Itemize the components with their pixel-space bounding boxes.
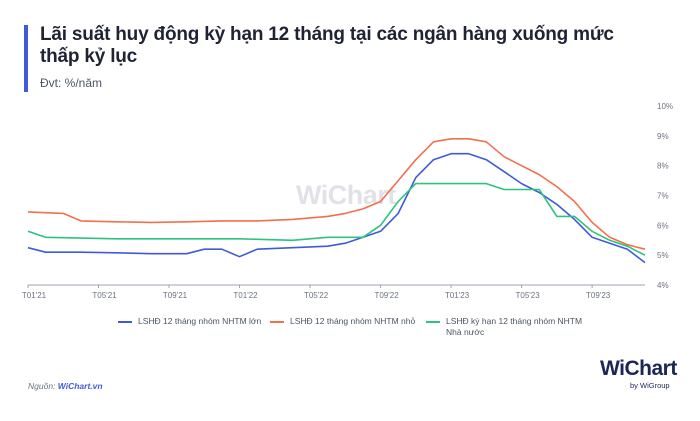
legend-swatch-state-banks bbox=[426, 321, 440, 323]
x-tick-label: T05'21 bbox=[92, 291, 117, 300]
x-tick-label: T05'23 bbox=[515, 291, 540, 300]
x-tick-label: T09'23 bbox=[586, 291, 611, 300]
y-tick-label: 5% bbox=[657, 251, 669, 260]
chart-title: Lãi suất huy động kỳ hạn 12 tháng tại cá… bbox=[40, 24, 614, 67]
legend-label-state-banks: LSHĐ kỳ hạn 12 tháng nhóm NHTM Nhà nước bbox=[446, 316, 583, 337]
x-tick-label: T01'22 bbox=[233, 291, 258, 300]
y-tick-label: 7% bbox=[657, 192, 669, 201]
legend-item-large-banks: LSHĐ 12 tháng nhóm NHTM lớn bbox=[118, 316, 261, 327]
series-line-2 bbox=[27, 138, 646, 250]
legend-swatch-small-banks bbox=[270, 321, 284, 323]
x-tick-label: T01'23 bbox=[445, 291, 470, 300]
y-tick-label: 9% bbox=[657, 132, 669, 141]
y-tick-label: 8% bbox=[657, 162, 669, 171]
y-tick-label: 10% bbox=[657, 102, 673, 111]
series-line-1 bbox=[27, 152, 646, 264]
source-note: Nguồn: WiChart.vn bbox=[28, 381, 103, 391]
legend-swatch-large-banks bbox=[118, 321, 132, 323]
y-tick-label: 4% bbox=[657, 281, 669, 290]
title-accent-bar bbox=[24, 25, 28, 92]
legend-label-small-banks: LSHĐ 12 tháng nhóm NHTM nhỏ bbox=[290, 316, 416, 326]
legend-label-large-banks: LSHĐ 12 tháng nhóm NHTM lớn bbox=[138, 316, 262, 326]
x-tick-label: T09'21 bbox=[163, 291, 188, 300]
watermark: WiChart bbox=[296, 180, 396, 210]
source-link[interactable]: WiChart.vn bbox=[57, 381, 103, 391]
chart-unit-subtitle: Đvt: %/năm bbox=[40, 76, 103, 90]
wichart-logo: WiChart by WiGroup bbox=[597, 357, 677, 393]
x-tick-label: T05'22 bbox=[304, 291, 329, 300]
legend-item-state-banks: LSHĐ kỳ hạn 12 tháng nhóm NHTM Nhà nước bbox=[426, 316, 596, 338]
logo-text: WiChart bbox=[600, 357, 677, 380]
chart-legend: LSHĐ 12 tháng nhóm NHTM lớn LSHĐ 12 thán… bbox=[0, 316, 700, 356]
x-tick-label: T09'22 bbox=[374, 291, 399, 300]
legend-item-small-banks: LSHĐ 12 tháng nhóm NHTM nhỏ bbox=[270, 316, 415, 327]
source-label: Nguồn: bbox=[28, 381, 56, 391]
x-tick-label: T01'21 bbox=[22, 291, 47, 300]
logo-subtext: by WiGroup bbox=[630, 381, 670, 390]
y-tick-label: 6% bbox=[657, 221, 669, 230]
series-line-3 bbox=[27, 182, 646, 256]
